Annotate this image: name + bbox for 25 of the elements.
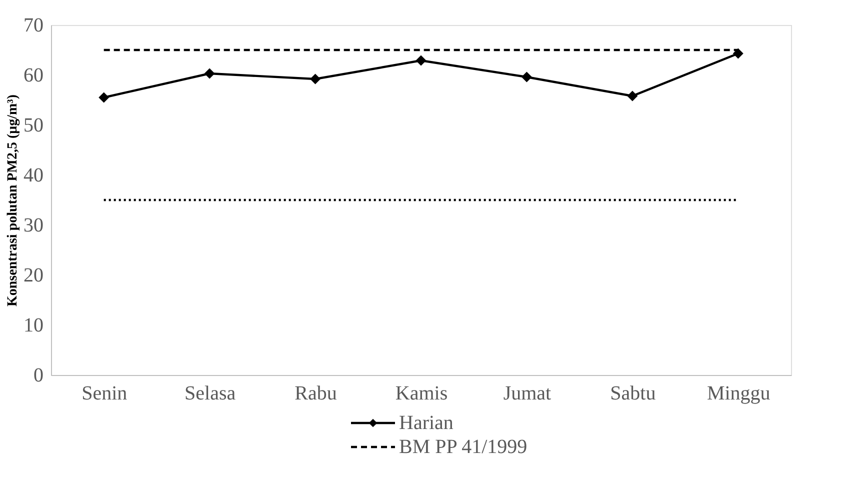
y-axis-title: Konsentrasi polutan PM2,5 (μg/m³) [6,94,20,307]
x-tick-label: Senin [82,382,128,404]
y-tick-label: 30 [24,214,44,236]
point [98,92,110,103]
x-tick-label: Rabu [294,382,337,404]
legend-label: Harian [399,412,454,434]
x-tick-label: Minggu [706,382,770,404]
y-tick-label: 20 [24,264,44,286]
y-tick-label: 0 [34,364,44,386]
point [204,68,215,79]
y-tick-label: 40 [24,164,44,186]
point [310,74,321,84]
point [732,48,744,59]
x-tick-label: Kamis [395,382,448,404]
point [521,72,532,82]
point [416,55,426,66]
point [627,90,638,102]
y-tick-label: 10 [24,314,44,336]
x-tick-label: Sabtu [610,382,656,404]
x-tick-label: Selasa [184,382,236,404]
legend-label: BM PP 41/1999 [399,436,528,458]
x-tick-label: Jumat [503,382,552,404]
y-tick-label: 60 [24,64,44,86]
y-tick-label: 50 [24,114,44,136]
y-tick-label: 70 [24,14,44,36]
